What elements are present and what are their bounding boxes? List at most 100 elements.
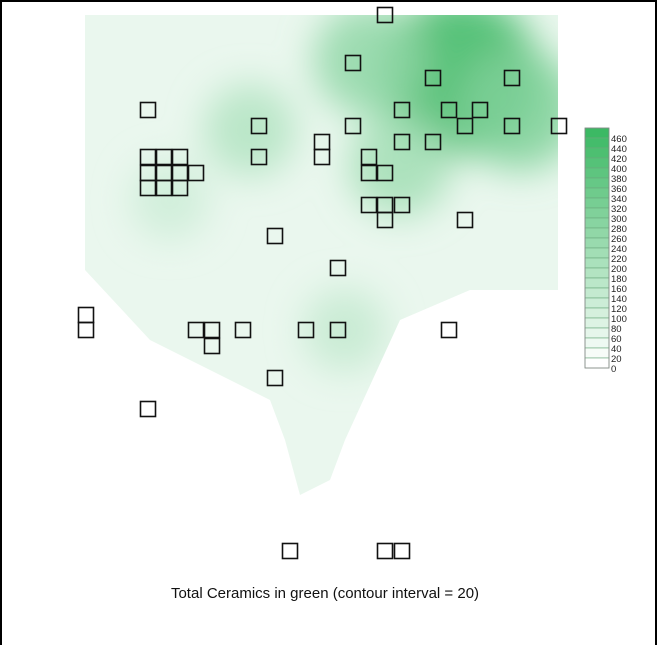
legend-label: 120 (611, 304, 627, 315)
legend-swatch (584, 187, 610, 199)
legend-label: 360 (611, 184, 627, 195)
legend-label: 300 (611, 214, 627, 225)
legend-label: 420 (611, 154, 627, 165)
legend-swatch (584, 297, 610, 309)
unit-square (376, 6, 394, 24)
unit-square (393, 196, 411, 214)
legend-label: 380 (611, 174, 627, 185)
legend-label: 220 (611, 254, 627, 265)
legend-swatch (584, 127, 610, 139)
legend-label: 100 (611, 314, 627, 325)
legend-label: 340 (611, 194, 627, 205)
unit-square (503, 69, 521, 87)
legend-swatch (584, 197, 610, 209)
legend-label: 280 (611, 224, 627, 235)
density-surface (85, 15, 558, 495)
color-legend: 4604404204003803603403203002802602402202… (584, 127, 627, 375)
excavation-units (77, 6, 568, 560)
legend-swatch (584, 207, 610, 219)
legend-label: 0 (611, 364, 616, 375)
legend-swatch (584, 247, 610, 259)
unit-square (203, 337, 221, 355)
legend-label: 160 (611, 284, 627, 295)
legend-swatch (584, 167, 610, 179)
unit-square (250, 117, 268, 135)
unit-square (360, 196, 378, 214)
unit-square (360, 148, 378, 166)
legend-label: 140 (611, 294, 627, 305)
unit-square (155, 179, 173, 197)
legend-label: 80 (611, 324, 622, 335)
chart-title: Total Ceramics in green (contour interva… (170, 585, 480, 602)
unit-square (550, 117, 568, 135)
legend-swatch (584, 337, 610, 349)
unit-square (440, 101, 458, 119)
unit-square (234, 321, 252, 339)
unit-square (376, 542, 394, 560)
legend-swatch (584, 287, 610, 299)
legend-swatch (584, 277, 610, 289)
unit-square (313, 148, 331, 166)
legend-swatch (584, 157, 610, 169)
unit-square (471, 101, 489, 119)
legend-swatch (584, 237, 610, 249)
unit-square (281, 542, 299, 560)
unit-square (440, 321, 458, 339)
legend-label: 440 (611, 144, 627, 155)
unit-square (203, 321, 221, 339)
unit-square (393, 133, 411, 151)
legend-swatch (584, 217, 610, 229)
unit-square (266, 227, 284, 245)
legend-label: 180 (611, 274, 627, 285)
density-peak-1 (459, 49, 558, 171)
legend-label: 20 (611, 354, 622, 365)
unit-square (344, 117, 362, 135)
legend-swatch (584, 257, 610, 269)
unit-square (77, 306, 95, 324)
unit-square (424, 69, 442, 87)
legend-swatch (584, 357, 610, 369)
unit-square (187, 164, 205, 182)
unit-square (344, 54, 362, 72)
density-peak-2 (313, 15, 427, 117)
unit-square (139, 179, 157, 197)
unit-square (139, 400, 157, 418)
unit-square (376, 164, 394, 182)
unit-square (503, 117, 521, 135)
legend-swatch (584, 327, 610, 339)
legend-outline (584, 127, 610, 369)
legend-label: 320 (611, 204, 627, 215)
legend-label: 260 (611, 234, 627, 245)
unit-square (393, 101, 411, 119)
unit-square (393, 542, 411, 560)
legend-swatch (584, 137, 610, 149)
unit-square (360, 164, 378, 182)
legend-label: 400 (611, 164, 627, 175)
legend-label: 60 (611, 334, 622, 345)
unit-square (297, 321, 315, 339)
legend-swatch (584, 147, 610, 159)
legend-swatch (584, 347, 610, 359)
legend-label: 200 (611, 264, 627, 275)
legend-swatch (584, 267, 610, 279)
unit-square (250, 148, 268, 166)
legend-label: 240 (611, 244, 627, 255)
density-peak-4 (203, 83, 297, 177)
unit-square (171, 148, 189, 166)
unit-square (456, 211, 474, 229)
legend-label: 460 (611, 134, 627, 145)
legend-swatch (584, 307, 610, 319)
legend-swatch (584, 177, 610, 189)
unit-square (139, 101, 157, 119)
unit-square (139, 148, 157, 166)
unit-square (456, 117, 474, 135)
unit-square (266, 369, 284, 387)
unit-square (424, 133, 442, 151)
legend-swatch (584, 317, 610, 329)
legend-swatch (584, 227, 610, 239)
unit-square (155, 148, 173, 166)
unit-square (376, 211, 394, 229)
unit-square (187, 321, 205, 339)
